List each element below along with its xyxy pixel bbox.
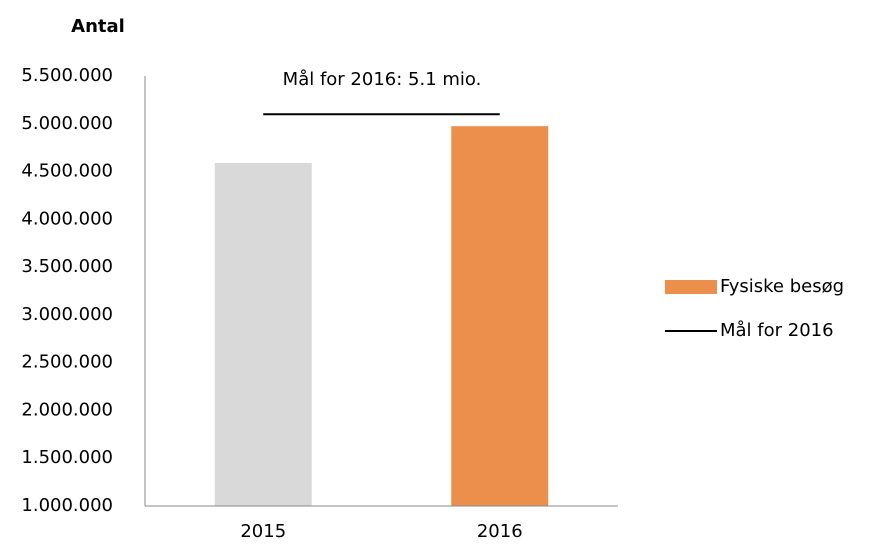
y-tick-label: 3.000.000 <box>21 304 113 325</box>
y-tick-label: 4.500.000 <box>21 161 113 182</box>
annotation: Mål for 2016: 5.1 mio. <box>283 69 482 90</box>
x-tick-label: 2015 <box>240 521 286 542</box>
y-tick-label: 5.000.000 <box>21 113 113 134</box>
y-tick-label: 2.500.000 <box>21 352 113 373</box>
y-tick-label: 3.500.000 <box>21 256 113 277</box>
y-tick-label: 2.000.000 <box>21 399 113 420</box>
y-tick-label: 1.500.000 <box>21 447 113 468</box>
y-tick-label: 5.500.000 <box>21 65 113 86</box>
x-tick-label: 2016 <box>477 521 523 542</box>
y-axis-label: Antal <box>71 16 125 37</box>
bar <box>214 162 312 506</box>
legend-label: Mål for 2016 <box>720 320 834 341</box>
legend-swatch <box>665 280 717 294</box>
legend-label: Fysiske besøg <box>720 276 844 297</box>
y-tick-label: 1.000.000 <box>21 495 113 516</box>
y-tick-label: 4.000.000 <box>21 208 113 229</box>
bar <box>451 126 549 507</box>
